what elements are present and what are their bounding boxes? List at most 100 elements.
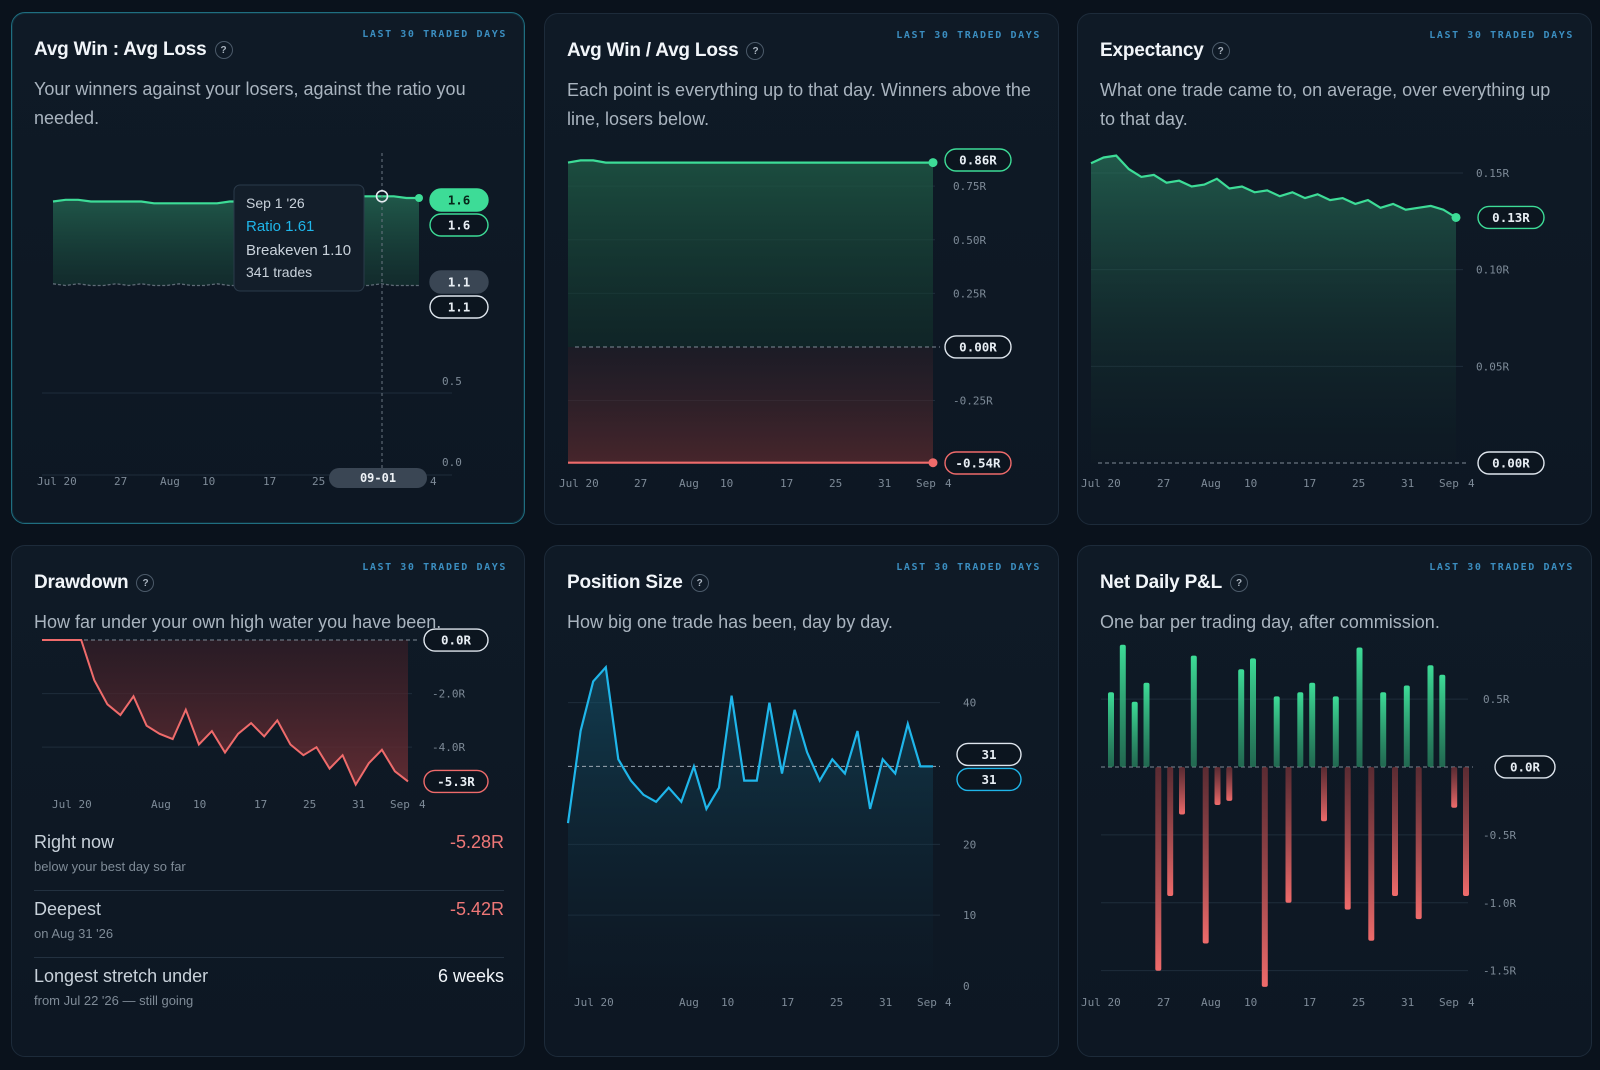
help-icon[interactable]: ? bbox=[136, 574, 155, 592]
stat-longest-stretch: Longest stretch under from Jul 22 '26 — … bbox=[34, 958, 504, 1024]
period-badge: LAST 30 TRADED DAYS bbox=[1429, 562, 1574, 573]
x-tick-label: 31 bbox=[878, 477, 891, 490]
x-tick-label: 17 bbox=[263, 475, 276, 488]
card-drawdown: LAST 30 TRADED DAYS Drawdown ? How far u… bbox=[11, 545, 525, 1057]
x-tick-label: 17 bbox=[1303, 996, 1316, 1009]
card-title-text: Drawdown bbox=[34, 572, 129, 593]
pnl-bar-negative bbox=[1285, 767, 1292, 903]
x-tick-label: 10 bbox=[720, 477, 733, 490]
y-tick-label: 0.0 bbox=[442, 456, 462, 469]
value-pill-text: 31 bbox=[981, 747, 996, 762]
x-tick-label: Sep bbox=[916, 477, 936, 490]
pnl-bar-positive bbox=[1143, 682, 1150, 767]
value-pill-bg bbox=[1494, 755, 1556, 779]
card-title: Position Size ? bbox=[567, 572, 709, 594]
value-pill-bg bbox=[944, 148, 1012, 172]
card-position-size: LAST 30 TRADED DAYS Position Size ? How … bbox=[544, 545, 1059, 1057]
drawdown-chart[interactable]: -2.0R -4.0R Jul 20 Aug 10 17 25 31 Sep 4 0.0R -5.3R bbox=[12, 546, 524, 826]
pnl-bar-positive bbox=[1108, 692, 1114, 767]
pnl-bar-negative bbox=[1202, 767, 1209, 944]
pnl-bar-positive bbox=[1427, 665, 1434, 767]
expectancy-line bbox=[1090, 154, 1457, 219]
value-pill: 1.6 bbox=[429, 213, 489, 237]
card-expectancy: LAST 30 TRADED DAYS Expectancy ? What on… bbox=[1077, 13, 1592, 525]
x-tick-label: Jul 20 bbox=[559, 477, 599, 490]
cursor-date-text: 09-01 bbox=[360, 471, 396, 485]
y-tick-label: -2.0R bbox=[432, 688, 465, 701]
value-pill: 0.00R bbox=[944, 335, 1012, 359]
pnl-bar-positive bbox=[1403, 685, 1410, 767]
x-tick-label: 4 bbox=[419, 798, 426, 811]
y-tick-label: -4.0R bbox=[432, 741, 465, 754]
drawdown-area bbox=[42, 640, 408, 785]
value-pill: 1.1 bbox=[429, 270, 489, 294]
value-pill: -0.54R bbox=[944, 451, 1012, 475]
win-end-dot bbox=[928, 158, 938, 168]
x-tick-label: Aug bbox=[1201, 477, 1221, 490]
position-chart[interactable]: 40 20 10 0 Jul 20 Aug 10 17 25 31 Sep 4 31 31 bbox=[545, 546, 1058, 1056]
ratio-chart[interactable]: Sep 1 '26 Ratio 1.61 Breakeven 1.10 341 tra… bbox=[12, 13, 524, 523]
help-icon[interactable]: ? bbox=[1230, 574, 1248, 592]
help-icon[interactable]: ? bbox=[746, 42, 765, 60]
y-tick-label: 40 bbox=[963, 697, 976, 710]
value-pill-text: 31 bbox=[981, 772, 996, 787]
period-badge: LAST 30 TRADED DAYS bbox=[362, 562, 507, 573]
value-pill-bg bbox=[423, 769, 489, 794]
pnl-bar-negative bbox=[1167, 767, 1174, 896]
stat-value: 6 weeks bbox=[437, 966, 504, 986]
x-tick-label: Sep bbox=[390, 798, 410, 811]
x-tick-label: Sep bbox=[1439, 996, 1459, 1009]
value-pill-text: 0.00R bbox=[1492, 456, 1530, 471]
help-icon[interactable]: ? bbox=[214, 41, 233, 59]
value-pill-text: 0.86R bbox=[959, 153, 997, 168]
x-tick-label: 10 bbox=[1244, 996, 1257, 1009]
card-avg-win-avg-loss: LAST 30 TRADED DAYS Avg Win / Avg Loss ?… bbox=[544, 13, 1059, 525]
value-pill: 0.86R bbox=[944, 148, 1012, 172]
pnl-bar-positive bbox=[1439, 674, 1446, 767]
cursor-date-label bbox=[329, 468, 427, 488]
pnl-bar-negative bbox=[1368, 767, 1375, 941]
stat-sub: from Jul 22 '26 — still going bbox=[34, 993, 194, 1008]
pnl-bar-positive bbox=[1380, 692, 1387, 767]
value-pill-text: 1.1 bbox=[448, 300, 471, 315]
win-line bbox=[567, 159, 933, 164]
expectancy-chart[interactable]: 0.15R 0.10R 0.05R Jul 20 27 Aug 10 17 25 31 Sep 4 0.… bbox=[1078, 14, 1591, 524]
expectancy-area bbox=[1091, 155, 1456, 463]
x-tick-label: Jul 20 bbox=[1081, 477, 1121, 490]
pnl-bar-positive bbox=[1273, 696, 1280, 767]
x-tick-label: 4 bbox=[1468, 996, 1475, 1009]
value-pill-bg bbox=[944, 335, 1012, 359]
x-tick-label: Aug bbox=[1201, 996, 1221, 1009]
value-pill-bg bbox=[1477, 451, 1545, 475]
stat-value: -5.42R bbox=[449, 899, 504, 919]
pnl-chart[interactable]: 0.5R -0.5R -1.0R -1.5R Jul 20 27 Aug 10 17 25 31 Se… bbox=[1078, 546, 1591, 1056]
y-tick-label: -0.5R bbox=[1483, 829, 1516, 842]
x-tick-label: Aug bbox=[679, 996, 699, 1009]
value-pill-bg bbox=[423, 628, 489, 652]
x-tick-label: 27 bbox=[634, 477, 647, 490]
y-tick-label: 0.25R bbox=[953, 287, 986, 300]
x-tick-label: 27 bbox=[1157, 477, 1170, 490]
value-pill-text: 0.00R bbox=[959, 339, 997, 354]
pnl-bar-negative bbox=[1226, 767, 1233, 801]
x-tick-label: 17 bbox=[781, 996, 794, 1009]
help-icon[interactable]: ? bbox=[690, 574, 709, 592]
winloss-chart[interactable]: 0.75R 0.50R 0.25R -0.25R Jul 20 27 Aug 10 17 25 31… bbox=[545, 14, 1058, 524]
help-icon[interactable]: ? bbox=[1211, 42, 1230, 60]
pnl-bar-positive bbox=[1309, 682, 1316, 767]
tooltip-date: Sep 1 '26 bbox=[246, 195, 305, 211]
tooltip-ratio: Ratio 1.61 bbox=[246, 218, 314, 235]
x-tick-label: Aug bbox=[160, 475, 180, 488]
stat-sub: below your best day so far bbox=[34, 859, 186, 874]
x-tick-label: Sep bbox=[917, 996, 937, 1009]
pnl-bar-positive bbox=[1332, 696, 1339, 767]
x-tick-label: 4 bbox=[945, 996, 952, 1009]
x-tick-label: 4 bbox=[1468, 477, 1475, 490]
value-pill-text: 1.6 bbox=[448, 193, 471, 208]
ratio-end-dot bbox=[415, 194, 423, 202]
x-tick-label: 31 bbox=[1401, 996, 1414, 1009]
card-title-text: Position Size bbox=[567, 572, 683, 593]
x-tick-label: 17 bbox=[254, 798, 267, 811]
card-description: How far under your own high water you ha… bbox=[34, 612, 442, 632]
period-badge: LAST 30 TRADED DAYS bbox=[362, 29, 507, 40]
